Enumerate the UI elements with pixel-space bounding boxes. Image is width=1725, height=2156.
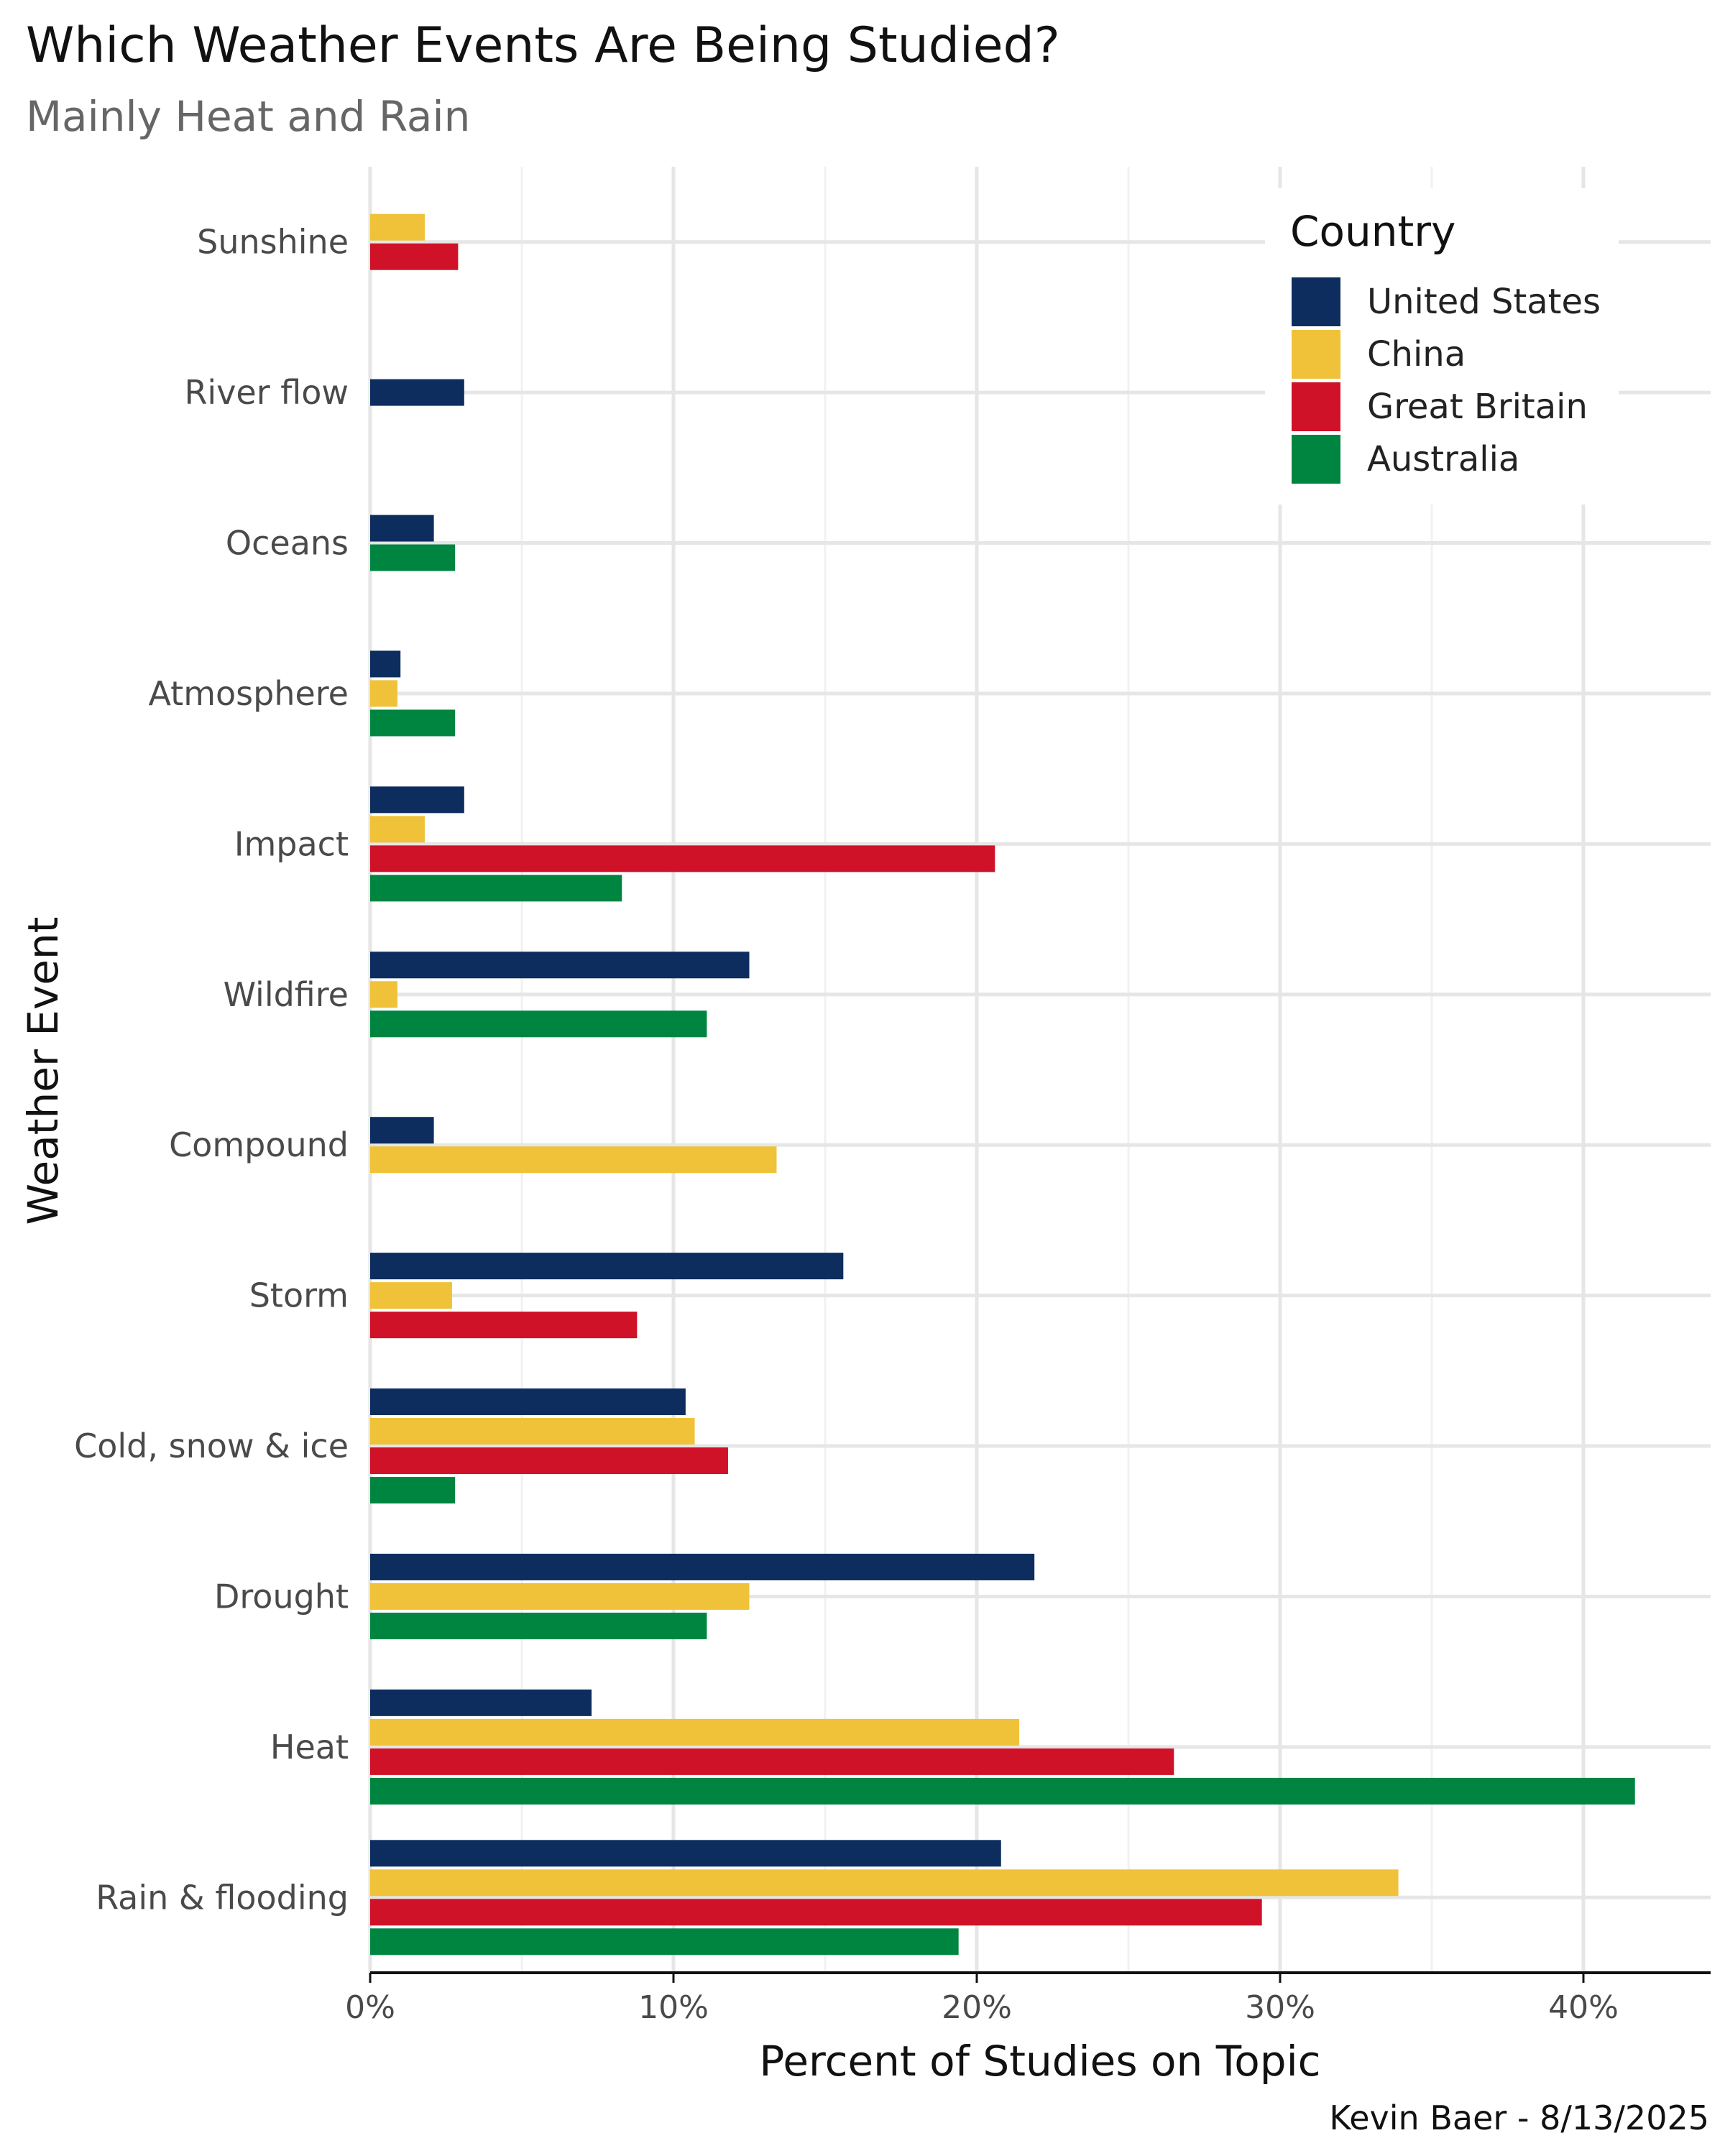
y-tick-label: Compound: [169, 1125, 349, 1164]
bar: [370, 1553, 1035, 1580]
bar: [370, 1583, 750, 1610]
bar: [370, 845, 995, 872]
x-tick-label: 20%: [942, 1989, 1012, 2026]
bar: [370, 981, 397, 1008]
legend-swatch: [1292, 330, 1340, 379]
chart-caption: Kevin Baer - 8/13/2025: [1329, 2099, 1709, 2137]
y-tick-label: Atmosphere: [149, 674, 349, 713]
legend-swatch: [1292, 382, 1340, 431]
y-tick-label: Impact: [234, 824, 349, 863]
bar: [370, 1477, 456, 1504]
legend-label: United States: [1367, 282, 1601, 322]
y-tick-label: Drought: [214, 1577, 349, 1616]
legend-label: Great Britain: [1367, 387, 1588, 427]
bar: [370, 544, 456, 571]
y-tick-label: Wildfire: [224, 975, 349, 1014]
bar: [370, 1418, 695, 1445]
chart-subtitle: Mainly Heat and Rain: [26, 92, 471, 141]
bar: [370, 1312, 638, 1339]
bar: [370, 1928, 959, 1955]
legend-swatch: [1292, 435, 1340, 484]
chart-title: Which Weather Events Are Being Studied?: [26, 17, 1060, 74]
bar: [370, 1777, 1635, 1805]
bar: [370, 1146, 777, 1174]
bar: [370, 1447, 728, 1475]
bar: [370, 515, 434, 542]
bars: [370, 213, 1635, 1955]
bar: [370, 1869, 1399, 1897]
bar: [370, 213, 425, 241]
bar: [370, 1388, 686, 1416]
bar: [370, 1612, 707, 1639]
bar: [370, 709, 456, 737]
bar: [370, 786, 464, 814]
legend-label: China: [1367, 334, 1466, 374]
y-tick-label: River flow: [184, 373, 349, 412]
legend: Country United States China Great Britain Au…: [1265, 188, 1619, 505]
bar: [370, 680, 397, 707]
bar: [370, 816, 425, 843]
y-axis-title: Weather Event: [19, 917, 68, 1225]
x-tick-label: 40%: [1548, 1989, 1619, 2026]
bar: [370, 1282, 452, 1309]
legend-label: Australia: [1367, 439, 1519, 479]
x-tick-label: 0%: [345, 1989, 395, 2026]
bar: [370, 650, 401, 678]
y-tick-label: Rain & flooding: [96, 1878, 349, 1917]
bar: [370, 1748, 1174, 1775]
bar: [370, 1718, 1020, 1746]
bar: [370, 1899, 1262, 1926]
y-tick-label: Heat: [270, 1728, 349, 1766]
bar: [370, 1840, 1001, 1867]
y-tick-label: Oceans: [226, 524, 349, 563]
y-tick-label: Cold, snow & ice: [74, 1427, 349, 1465]
legend-title: Country: [1290, 207, 1455, 256]
bar: [370, 1689, 592, 1716]
axes: Sunshine River flow Oceans Atmosphere Impact…: [19, 223, 1711, 2086]
legend-swatch: [1292, 277, 1340, 326]
y-tick-label: Storm: [249, 1276, 349, 1315]
y-tick-label: Sunshine: [197, 223, 349, 262]
bar: [370, 1117, 434, 1144]
x-axis-title: Percent of Studies on Topic: [759, 2037, 1320, 2086]
bar: [370, 379, 464, 406]
x-tick-label: 30%: [1245, 1989, 1315, 2026]
bar: [370, 1253, 844, 1280]
x-tick-label: 10%: [638, 1989, 709, 2026]
bar: [370, 243, 459, 270]
bar: [370, 875, 622, 902]
bar: [370, 952, 750, 979]
bar: [370, 1010, 707, 1038]
